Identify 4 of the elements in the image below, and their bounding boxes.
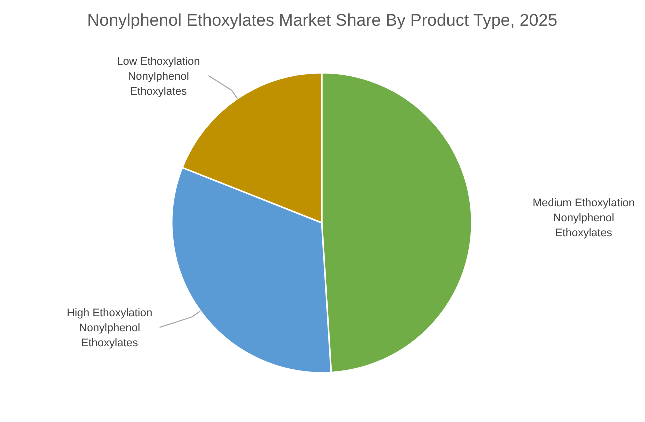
slice-label: Low Ethoxylation Nonylphenol Ethoxylates — [117, 56, 200, 98]
slice-label: High Ethoxylation Nonylphenol Ethoxylates — [67, 308, 153, 350]
slice-label: Medium Ethoxylation Nonylphenol Ethoxylates — [532, 197, 635, 240]
chart-title: Nonylphenol Ethoxylates Market Share By Product Type, 2025 — [87, 11, 558, 30]
